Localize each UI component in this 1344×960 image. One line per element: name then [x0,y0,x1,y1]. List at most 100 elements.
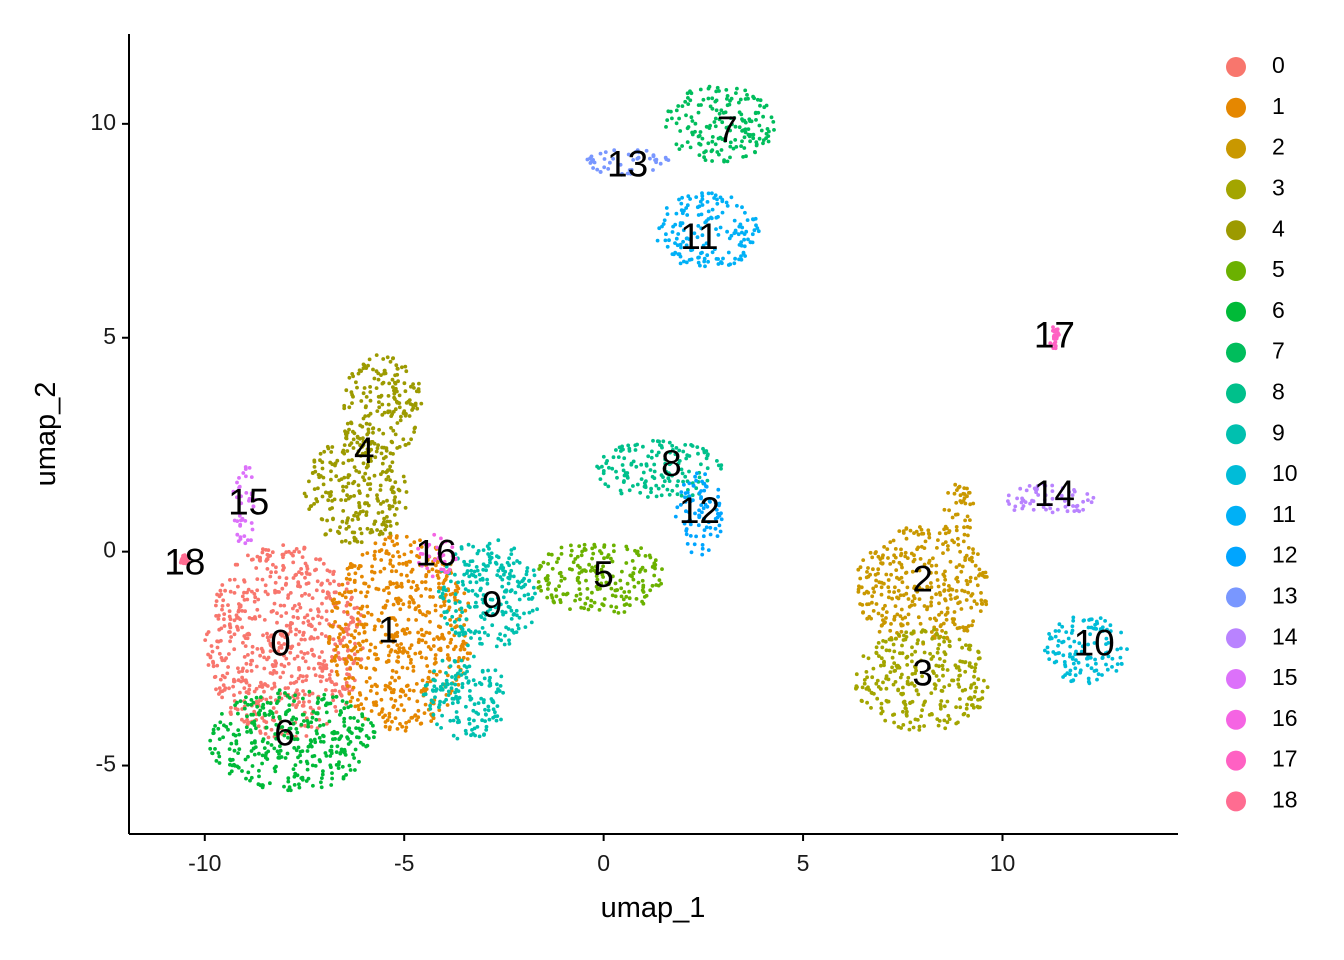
cluster-0-point [301,656,305,660]
cluster-4-point [312,487,317,491]
legend-swatch [1226,179,1246,200]
cluster-0-point [248,662,253,667]
cluster-1-point [448,640,453,645]
cluster-13-point [606,167,611,171]
cluster-16-point [430,574,435,579]
cluster-10-point [1096,672,1101,677]
cluster-1-point [457,656,462,660]
cluster-2-point [896,596,901,601]
cluster-1-point [390,675,394,680]
cluster-2-point [947,530,951,535]
cluster-5-point [654,583,659,587]
cluster-0-point [295,654,300,659]
cluster-1-point [379,697,384,702]
cluster-12-point [694,534,698,539]
cluster-2-point [871,567,875,572]
cluster-4-point [393,432,398,437]
cluster-4-point [387,381,392,386]
cluster-2-point [945,635,949,640]
cluster-9-point [480,626,485,630]
cluster-12-point [678,503,683,507]
cluster-3-point [879,663,883,668]
cluster-6-point [287,708,292,712]
cluster-2-point [939,610,944,615]
legend-item-2: 2 [1226,134,1285,160]
cluster-0-point [232,577,237,582]
cluster-6-point [320,776,324,780]
cluster-7-point [722,158,726,163]
cluster-4-point [395,446,400,450]
cluster-4-point [352,465,357,469]
cluster-2-point [870,600,874,605]
cluster-5-point [612,549,616,554]
cluster-9-point [498,632,502,636]
cluster-3-point [927,713,932,717]
cluster-1-point [397,554,402,559]
cluster-2-point [856,587,861,592]
cluster-7-point [670,116,674,121]
cluster-0-point [260,550,265,555]
cluster-8-point [621,468,626,473]
cluster-6-point [342,724,347,728]
cluster-0-point [266,638,271,643]
cluster-1-point [413,714,417,718]
y-tick-label: -5 [96,751,116,777]
cluster-10-point [1073,673,1078,678]
cluster-1-point [383,724,388,729]
cluster-4-point [329,490,333,494]
cluster-12-point [679,490,684,494]
cluster-1-point [424,563,428,568]
cluster-3-point [947,683,952,688]
legend-item-5: 5 [1226,256,1285,282]
cluster-11-point [678,261,683,266]
cluster-9-point [478,636,482,641]
cluster-10-point [1070,655,1075,660]
cluster-9-point [477,572,482,577]
cluster-6-point [305,719,310,723]
cluster-8-point [706,452,710,457]
cluster-1-point [423,640,428,645]
cluster-5-point [539,588,543,593]
cluster-1-point [333,658,337,663]
cluster-9-point [469,568,474,573]
cluster-15-point [239,494,244,499]
cluster-1-point [366,610,370,615]
cluster-3-point [976,677,981,682]
cluster-2-point [903,615,908,620]
cluster-4-point [387,503,392,508]
cluster-8-point [638,490,643,495]
cluster-7-point [677,147,682,152]
cluster-0-point [349,620,353,625]
cluster-1-point [334,669,339,674]
cluster-0-point [342,610,346,614]
cluster-7-point [669,109,673,114]
cluster-9-point [511,612,516,617]
cluster-6-point [328,748,333,753]
cluster-9-point [509,617,514,621]
cluster-5-label: 5 [593,554,614,595]
cluster-5-point [557,571,562,576]
cluster-13-point [651,154,656,159]
cluster-10-point [1061,675,1065,679]
cluster-0-point [278,675,283,680]
cluster-0-point [250,644,255,649]
cluster-1-point [417,637,421,642]
cluster-11-point [756,229,761,234]
cluster-1-point [344,576,349,581]
cluster-4-point [404,412,408,416]
cluster-6-point [347,763,352,768]
cluster-1-point [393,698,398,703]
cluster-9-point [484,728,489,732]
legend-label: 16 [1272,705,1298,731]
cluster-16-point [425,544,430,549]
cluster-5-point [568,607,572,611]
cluster-4-point [377,532,382,537]
cluster-5-point [585,587,590,591]
cluster-1-point [355,661,360,666]
cluster-0-point [304,678,308,682]
cluster-4-point [368,487,373,492]
cluster-8-point [654,494,659,499]
cluster-0-point [282,664,287,669]
